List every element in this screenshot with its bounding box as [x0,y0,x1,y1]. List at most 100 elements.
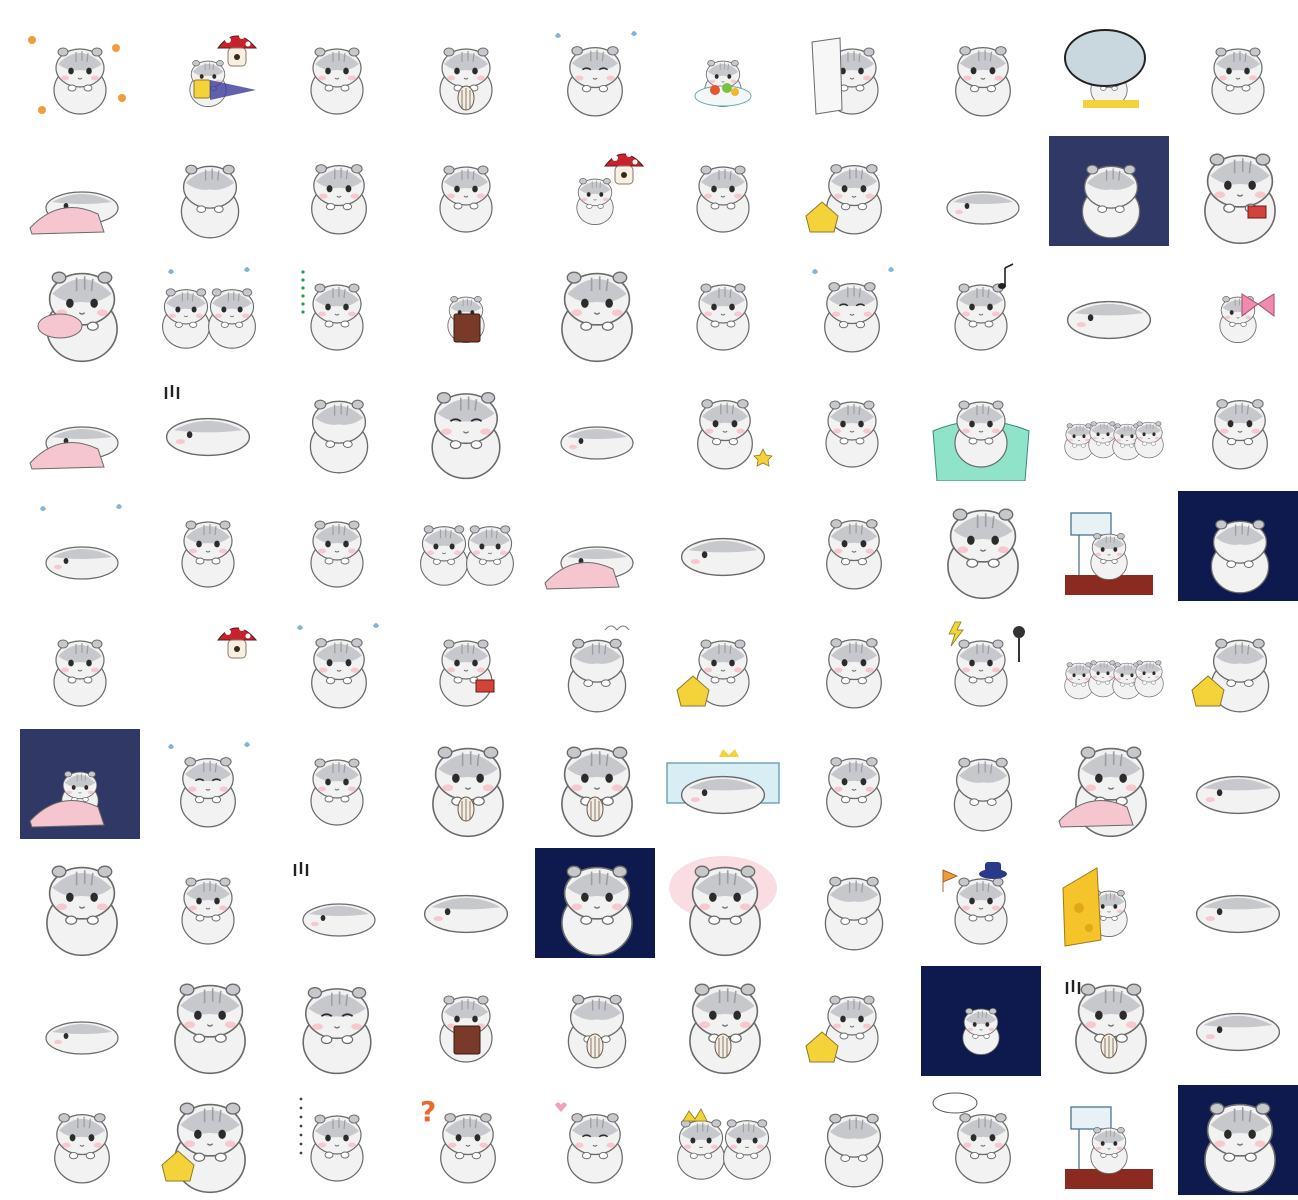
sticker-77[interactable] [792,848,912,958]
sticker-83[interactable] [277,966,397,1076]
sticker-56[interactable] [663,610,783,720]
sticker-99[interactable] [1049,1085,1169,1195]
sticker-71[interactable] [20,848,140,958]
sticker-97[interactable] [792,1085,912,1195]
sticker-69[interactable] [1049,729,1169,839]
sticker-42[interactable] [148,491,268,601]
sticker-79[interactable] [1049,848,1169,958]
sticker-59[interactable] [1049,610,1169,720]
sticker-58[interactable] [921,610,1041,720]
sticker-16[interactable] [663,136,783,246]
sticker-87[interactable] [792,966,912,1076]
sticker-54[interactable] [406,610,526,720]
sticker-41[interactable] [20,491,140,601]
sticker-52[interactable] [148,610,268,720]
sticker-93[interactable] [277,1085,397,1195]
sticker-38[interactable] [921,371,1041,481]
sticker-47[interactable] [792,491,912,601]
sticker-78[interactable] [921,848,1041,958]
sticker-4[interactable] [406,18,526,128]
sticker-12[interactable] [148,136,268,246]
sticker-31[interactable] [20,371,140,481]
sticker-73[interactable] [277,848,397,958]
sticker-14[interactable] [406,136,526,246]
sticker-82[interactable] [148,966,268,1076]
sticker-46[interactable] [663,491,783,601]
sticker-66[interactable] [663,729,783,839]
sticker-9[interactable] [1049,18,1169,128]
sticker-25[interactable] [535,254,655,364]
sticker-17[interactable] [792,136,912,246]
sticker-84[interactable] [406,966,526,1076]
sticker-30[interactable] [1178,254,1298,364]
sticker-33[interactable] [277,371,397,481]
sticker-10[interactable] [1178,18,1298,128]
sticker-6[interactable] [663,18,783,128]
sticker-67[interactable] [792,729,912,839]
sticker-53[interactable] [277,610,397,720]
sticker-21[interactable] [20,254,140,364]
sticker-81[interactable] [20,966,140,1076]
sticker-68[interactable] [921,729,1041,839]
sticker-20[interactable] [1178,136,1298,246]
sticker-95[interactable] [535,1085,655,1195]
sticker-55[interactable] [535,610,655,720]
sticker-51[interactable] [20,610,140,720]
sticker-90[interactable] [1178,966,1298,1076]
sticker-36[interactable] [663,371,783,481]
sticker-86[interactable] [663,966,783,1076]
sticker-72[interactable] [148,848,268,958]
sticker-18[interactable] [921,136,1041,246]
sticker-88[interactable] [921,966,1041,1076]
sticker-49[interactable] [1049,491,1169,601]
sticker-1[interactable] [20,18,140,128]
sticker-74[interactable] [406,848,526,958]
sticker-19[interactable] [1049,136,1169,246]
sticker-76[interactable] [663,848,783,958]
sticker-96[interactable] [663,1085,783,1195]
sticker-40[interactable] [1178,371,1298,481]
sticker-2[interactable] [148,18,268,128]
sticker-32[interactable] [148,371,268,481]
sticker-37[interactable] [792,371,912,481]
sticker-60[interactable] [1178,610,1298,720]
sticker-35[interactable] [535,371,655,481]
sticker-89[interactable] [1049,966,1169,1076]
sticker-28[interactable] [921,254,1041,364]
sticker-65[interactable] [535,729,655,839]
sticker-62[interactable] [148,729,268,839]
sticker-13[interactable] [277,136,397,246]
sticker-100[interactable] [1178,1085,1298,1195]
sticker-3[interactable] [277,18,397,128]
sticker-27[interactable] [792,254,912,364]
sticker-11[interactable] [20,136,140,246]
sticker-7[interactable] [792,18,912,128]
sticker-85[interactable] [535,966,655,1076]
sticker-48[interactable] [921,491,1041,601]
sticker-91[interactable] [20,1085,140,1195]
sticker-43[interactable] [277,491,397,601]
sticker-45[interactable] [535,491,655,601]
sticker-70[interactable] [1178,729,1298,839]
sticker-57[interactable] [792,610,912,720]
sticker-8[interactable] [921,18,1041,128]
sticker-15[interactable] [535,136,655,246]
sticker-34[interactable] [406,371,526,481]
sticker-26[interactable] [663,254,783,364]
sticker-24[interactable] [406,254,526,364]
sticker-98[interactable] [921,1085,1041,1195]
sticker-44[interactable] [406,491,526,601]
sticker-63[interactable] [277,729,397,839]
sticker-22[interactable] [148,254,268,364]
sticker-92[interactable] [148,1085,268,1195]
sticker-29[interactable] [1049,254,1169,364]
sticker-50[interactable] [1178,491,1298,601]
sticker-61[interactable] [20,729,140,839]
sticker-80[interactable] [1178,848,1298,958]
sticker-5[interactable] [535,18,655,128]
sticker-75[interactable] [535,848,655,958]
sticker-94[interactable]: ? [406,1085,526,1195]
sticker-23[interactable] [277,254,397,364]
sticker-39[interactable] [1049,371,1169,481]
sticker-64[interactable] [406,729,526,839]
